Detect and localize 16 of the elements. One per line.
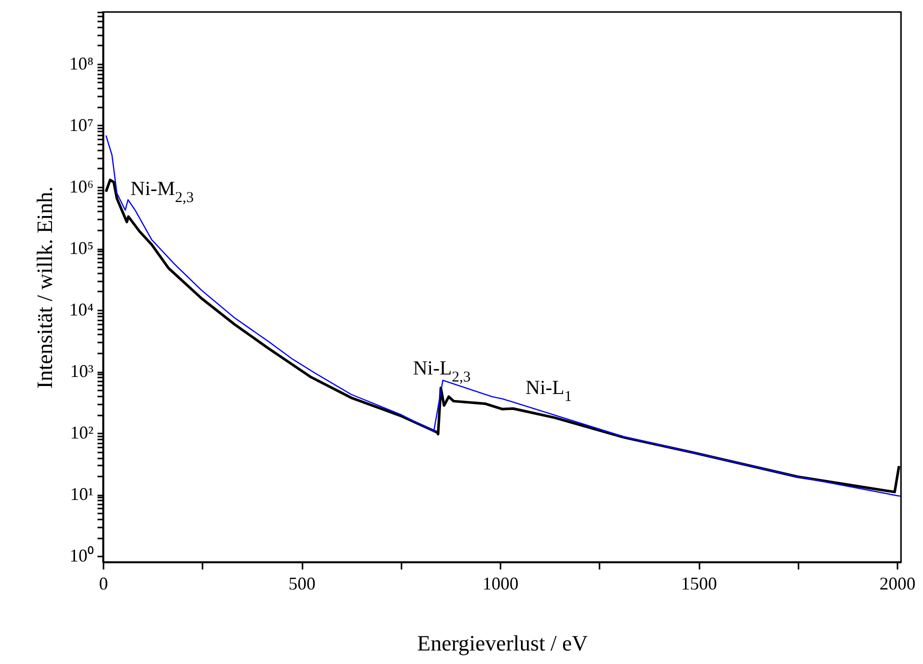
y-tick-label: 10⁰ xyxy=(70,546,94,566)
x-tick-label: 1500 xyxy=(681,574,718,594)
x-tick-label: 1000 xyxy=(482,574,519,594)
y-tick-label: 10⁶ xyxy=(69,176,94,196)
y-tick-label: 10⁸ xyxy=(69,53,94,74)
y-axis-title: Intensität / willk. Einh. xyxy=(32,186,58,389)
y-tick-label: 10⁷ xyxy=(69,114,94,135)
y-tick-label: 10¹ xyxy=(70,484,94,504)
x-tick-label: 2000 xyxy=(880,574,916,594)
y-tick-label: 10⁴ xyxy=(69,300,94,320)
y-tick-label: 10³ xyxy=(70,361,94,382)
x-tick-label: 500 xyxy=(288,574,316,594)
x-axis-title: Energieverlust / eV xyxy=(417,630,588,656)
x-tick-label: 0 xyxy=(99,574,108,594)
y-tick-label: 10² xyxy=(70,422,94,443)
y-tick-label: 10⁵ xyxy=(69,238,94,258)
